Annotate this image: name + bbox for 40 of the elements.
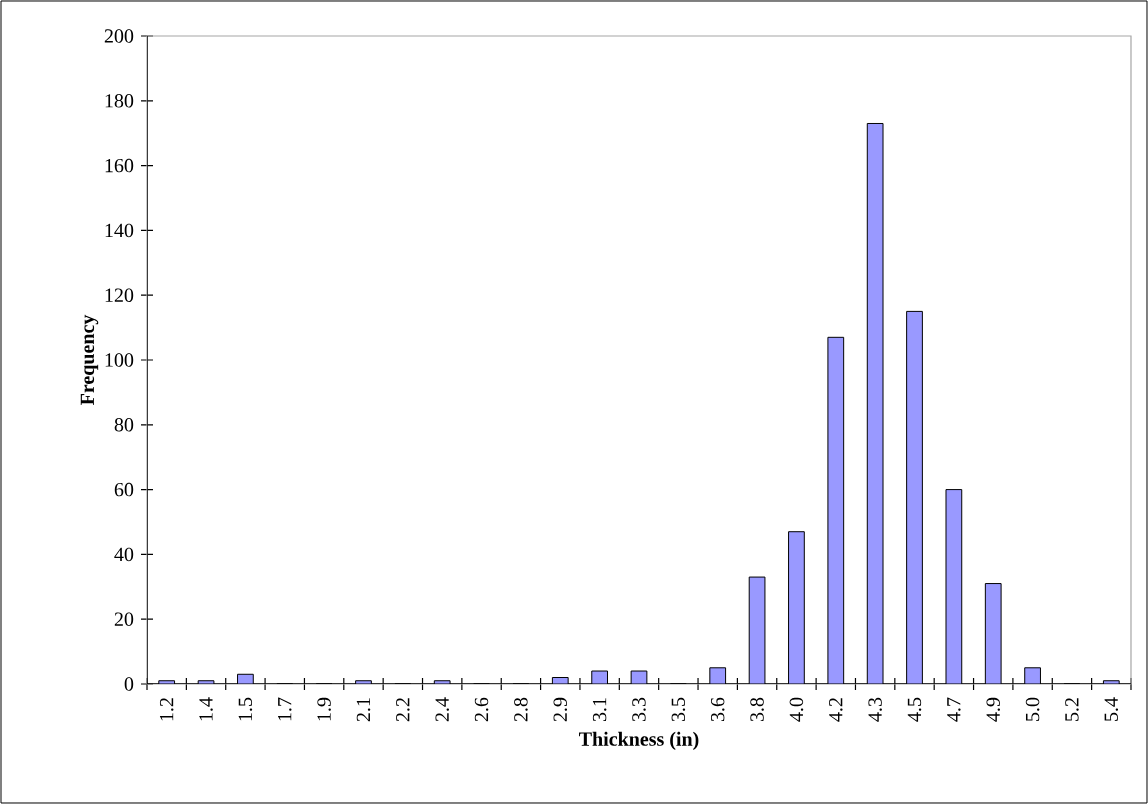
x-tick-label: 5.2 xyxy=(1065,698,1079,721)
x-tick-label: 4.0 xyxy=(789,697,804,722)
y-axis-title: Frequency xyxy=(80,314,99,406)
y-tick-label: 20 xyxy=(114,612,134,626)
y-tick-label: 120 xyxy=(105,288,134,302)
y-tick-label: 60 xyxy=(114,482,134,497)
y-tick-label: 180 xyxy=(105,94,134,108)
x-tick-label: 5.0 xyxy=(1025,697,1040,721)
x-tick-label: 2.9 xyxy=(553,697,568,722)
x-axis-title: Thickness (in) xyxy=(579,731,699,750)
y-tick-label: 140 xyxy=(105,223,134,238)
y-tick-label: 160 xyxy=(105,158,134,173)
x-tick-label: 4.9 xyxy=(986,697,1000,722)
x-tick-label: 4.7 xyxy=(947,697,961,722)
x-tick-label: 3.6 xyxy=(710,697,725,722)
x-tick-label: 2.6 xyxy=(474,697,489,722)
x-tick-label: 2.2 xyxy=(396,698,410,722)
x-tick-label: 1.7 xyxy=(278,697,292,721)
x-tick-label: 4.5 xyxy=(907,697,922,722)
x-tick-label: 4.3 xyxy=(868,697,882,722)
x-tick-label: 1.2 xyxy=(159,698,174,721)
x-tick-label: 3.3 xyxy=(632,697,646,722)
y-tick-label: 100 xyxy=(105,353,134,367)
y-tick-label: 0 xyxy=(124,677,134,691)
x-tick-label: 2.4 xyxy=(435,697,449,722)
bar xyxy=(788,531,805,684)
x-tick-label: 1.5 xyxy=(238,697,253,721)
x-tick-label: 3.1 xyxy=(592,698,607,722)
y-tick-label: 40 xyxy=(114,547,134,562)
y-tick-label: 200 xyxy=(104,29,134,43)
x-tick-label: 1.4 xyxy=(199,697,213,721)
x-tick-label: 4.2 xyxy=(829,698,843,722)
y-tick-label: 80 xyxy=(114,418,134,432)
x-tick-label: 1.9 xyxy=(317,697,331,721)
x-tick-label: 3.8 xyxy=(750,697,764,722)
x-tick-label: 2.1 xyxy=(356,698,371,722)
x-tick-label: 2.8 xyxy=(514,697,528,722)
x-tick-label: 5.4 xyxy=(1104,697,1119,721)
x-tick-label: 3.5 xyxy=(671,697,686,722)
bar xyxy=(906,310,923,684)
